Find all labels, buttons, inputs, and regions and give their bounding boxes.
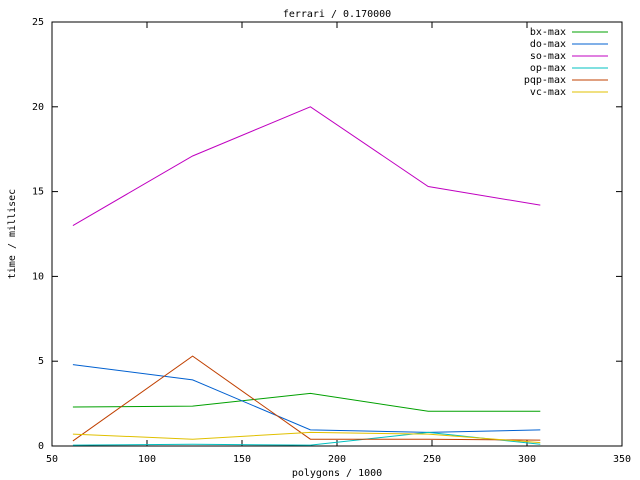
x-tick-label: 300: [518, 454, 536, 465]
y-tick-label: 25: [32, 17, 44, 28]
legend-label: pqp-max: [524, 75, 566, 86]
legend-label: vc-max: [530, 87, 566, 98]
x-tick-label: 50: [46, 454, 58, 465]
series-line: [72, 431, 541, 446]
y-tick-label: 15: [32, 187, 44, 198]
series-line: [72, 392, 541, 412]
y-tick-label: 0: [38, 441, 44, 452]
y-axis-label: time / millisec: [7, 189, 18, 279]
legend-label: bx-max: [530, 27, 566, 38]
y-tick-label: 10: [32, 271, 44, 282]
series-line: [72, 106, 541, 226]
series-line: [72, 364, 541, 433]
series-line: [72, 355, 541, 442]
y-tick-label: 5: [38, 356, 44, 367]
legend-label: so-max: [530, 51, 566, 62]
y-tick-label: 20: [32, 102, 44, 113]
series-line: [72, 431, 541, 444]
x-tick-label: 350: [613, 454, 631, 465]
legend-label: do-max: [530, 39, 566, 50]
x-tick-label: 150: [233, 454, 251, 465]
legend-label: op-max: [530, 63, 566, 74]
chart-title: ferrari / 0.170000: [283, 9, 391, 20]
x-tick-label: 250: [423, 454, 441, 465]
x-tick-label: 100: [138, 454, 156, 465]
x-tick-label: 200: [328, 454, 346, 465]
x-axis-label: polygons / 1000: [292, 468, 382, 479]
